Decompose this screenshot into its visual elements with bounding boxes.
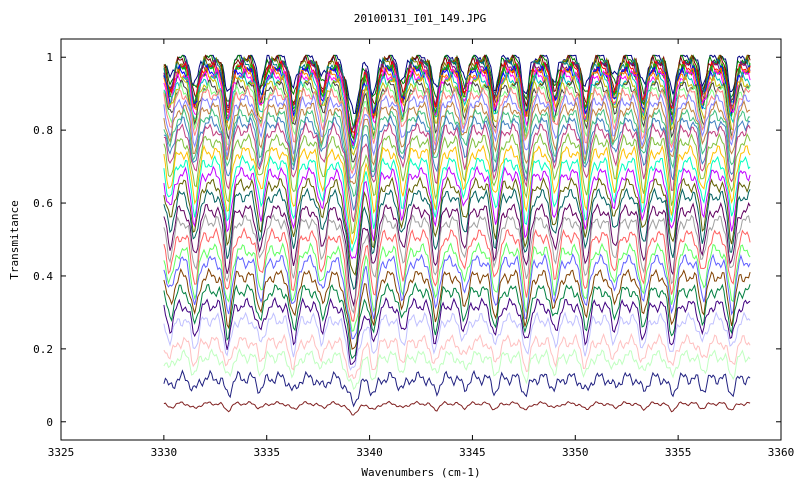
series-line xyxy=(163,227,751,322)
series-line xyxy=(163,400,751,416)
series-line xyxy=(163,187,751,291)
x-tick-label: 3360 xyxy=(768,446,795,459)
series-line xyxy=(163,347,751,391)
series-line xyxy=(163,70,751,150)
series-line xyxy=(163,132,751,235)
series-line xyxy=(163,241,751,332)
x-tick-label: 3355 xyxy=(665,446,692,459)
series-line xyxy=(163,165,751,260)
y-axis-label: Transmitance xyxy=(8,200,21,279)
series-line xyxy=(163,154,751,253)
x-tick-label: 3335 xyxy=(253,446,280,459)
series-line xyxy=(163,311,751,371)
series-line xyxy=(163,369,751,408)
series-line xyxy=(163,66,751,147)
series-layer xyxy=(163,54,751,416)
series-line xyxy=(163,201,751,307)
series-line xyxy=(163,84,751,175)
series-line xyxy=(163,81,751,171)
series-line xyxy=(163,253,751,340)
series-line xyxy=(163,267,751,350)
series-line xyxy=(163,176,751,277)
series-line xyxy=(163,114,751,211)
series-line xyxy=(163,213,751,314)
y-axis: 0 0.2 0.4 0.6 0.8 1 xyxy=(33,51,781,429)
x-axis: 3325 3330 3335 3340 3345 3350 3355 3360 xyxy=(48,39,795,459)
x-tick-label: 3330 xyxy=(151,446,178,459)
y-tick-label: 1 xyxy=(46,51,53,64)
series-line xyxy=(163,74,751,156)
x-tick-label: 3345 xyxy=(459,446,486,459)
y-tick-label: 0.4 xyxy=(33,270,53,283)
series-line xyxy=(163,121,751,222)
series-line xyxy=(163,54,751,140)
y-tick-label: 0.6 xyxy=(33,197,53,210)
x-tick-label: 3350 xyxy=(562,446,589,459)
y-tick-label: 0.8 xyxy=(33,124,53,137)
series-line xyxy=(163,296,751,365)
series-line xyxy=(163,99,751,185)
x-tick-label: 3325 xyxy=(48,446,75,459)
series-line xyxy=(163,65,751,148)
chart-title: 20100131_I01_149.JPG xyxy=(354,12,486,25)
plot-frame xyxy=(60,38,782,441)
y-tick-label: 0 xyxy=(46,416,53,429)
x-tick-label: 3340 xyxy=(356,446,383,459)
y-tick-label: 0.2 xyxy=(33,343,53,356)
series-line xyxy=(163,54,751,149)
series-line xyxy=(163,282,751,360)
series-line xyxy=(163,144,751,245)
series-line xyxy=(163,92,751,179)
series-line xyxy=(163,332,751,380)
x-axis-label: Wavenumbers (cm-1) xyxy=(361,466,480,479)
